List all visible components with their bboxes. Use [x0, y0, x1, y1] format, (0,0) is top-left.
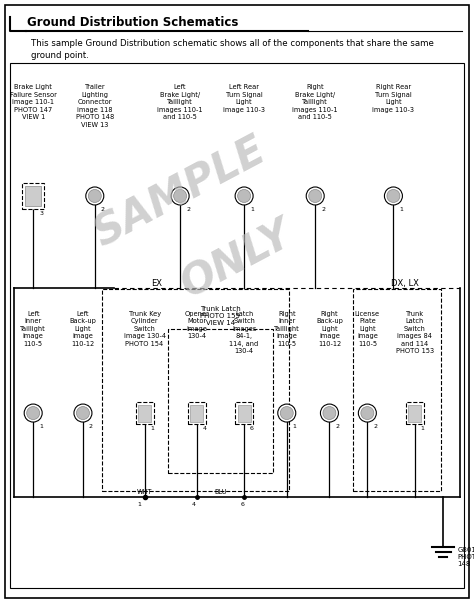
FancyBboxPatch shape: [5, 5, 469, 598]
Text: EX: EX: [151, 279, 162, 288]
Text: 3: 3: [39, 211, 43, 216]
Text: Ground Distribution Schematics: Ground Distribution Schematics: [27, 16, 239, 30]
Text: 1: 1: [421, 426, 425, 431]
Text: This sample Ground Distribution schematic shows all of the components that share: This sample Ground Distribution schemati…: [31, 39, 434, 60]
Text: 1: 1: [400, 207, 403, 212]
Text: 4: 4: [192, 502, 196, 508]
Circle shape: [280, 406, 293, 420]
Circle shape: [323, 406, 336, 420]
Text: 1: 1: [293, 424, 297, 429]
Text: Right
Brake Light/
Taillight
images 110-1
and 110-5: Right Brake Light/ Taillight images 110-…: [292, 84, 338, 121]
Text: 2: 2: [336, 424, 339, 429]
Text: Trunk
Latch
Switch
images 84
and 114
PHOTO 153: Trunk Latch Switch images 84 and 114 PHO…: [396, 311, 434, 354]
Text: Trailer
Lighting
Connector
image 118
PHOTO 148
VIEW 13: Trailer Lighting Connector image 118 PHO…: [76, 84, 114, 128]
Text: G801
PHOTO
148: G801 PHOTO 148: [457, 547, 474, 567]
Text: 1: 1: [250, 207, 254, 212]
Circle shape: [27, 406, 40, 420]
Circle shape: [387, 189, 400, 203]
Text: 2: 2: [89, 424, 93, 429]
Circle shape: [171, 187, 189, 205]
Text: Right Rear
Turn Signal
Light
image 110-3: Right Rear Turn Signal Light image 110-3: [373, 84, 414, 113]
Text: Left
Inner
Taillight
image
110-5: Left Inner Taillight image 110-5: [20, 311, 46, 347]
FancyBboxPatch shape: [406, 402, 424, 424]
FancyBboxPatch shape: [25, 186, 41, 206]
Text: Left
Brake Light/
Taillight
images 110-1
and 110-5: Left Brake Light/ Taillight images 110-1…: [157, 84, 203, 121]
Circle shape: [86, 187, 104, 205]
Text: 4: 4: [203, 426, 207, 431]
FancyBboxPatch shape: [22, 183, 44, 209]
FancyBboxPatch shape: [408, 405, 421, 421]
Circle shape: [384, 187, 402, 205]
Text: WHT: WHT: [137, 490, 152, 496]
Text: 2: 2: [321, 207, 325, 212]
Circle shape: [173, 189, 187, 203]
Circle shape: [88, 189, 101, 203]
Circle shape: [309, 189, 322, 203]
Text: 1: 1: [151, 426, 155, 431]
Text: Right
Inner
Taillight
image
110-5: Right Inner Taillight image 110-5: [274, 311, 300, 347]
Text: ONLY: ONLY: [174, 212, 300, 306]
Text: Latch
Switch
Images
84-1,
114, and
130-4: Latch Switch Images 84-1, 114, and 130-4: [229, 311, 259, 354]
Circle shape: [361, 406, 374, 420]
Text: 6: 6: [240, 502, 244, 508]
Text: Brake Light
Failure Sensor
image 110-1
PHOTO 147
VIEW 1: Brake Light Failure Sensor image 110-1 P…: [10, 84, 56, 121]
Circle shape: [237, 189, 251, 203]
Circle shape: [76, 406, 90, 420]
Circle shape: [358, 404, 376, 422]
Text: Trunk Key
Cylinder
Switch
image 130-4
PHOTO 154: Trunk Key Cylinder Switch image 130-4 PH…: [124, 311, 165, 347]
Text: Opener
Motor
image
130-4: Opener Motor image 130-4: [184, 311, 209, 339]
Circle shape: [320, 404, 338, 422]
FancyBboxPatch shape: [136, 402, 154, 424]
Circle shape: [235, 187, 253, 205]
Circle shape: [74, 404, 92, 422]
Text: Right
Back-up
Light
image
110-12: Right Back-up Light image 110-12: [316, 311, 343, 347]
FancyBboxPatch shape: [138, 405, 151, 421]
Text: 2: 2: [374, 424, 377, 429]
Circle shape: [24, 404, 42, 422]
Circle shape: [306, 187, 324, 205]
Text: 1: 1: [39, 424, 43, 429]
Text: Left Rear
Turn Signal
Light
image 110-3: Left Rear Turn Signal Light image 110-3: [223, 84, 265, 113]
Text: 1: 1: [137, 502, 141, 508]
FancyBboxPatch shape: [190, 405, 203, 421]
Text: BLU: BLU: [214, 490, 227, 496]
FancyBboxPatch shape: [188, 402, 206, 424]
Circle shape: [278, 404, 296, 422]
Text: 2: 2: [101, 207, 105, 212]
Text: Left
Back-up
Light
image
110-12: Left Back-up Light image 110-12: [70, 311, 96, 347]
FancyBboxPatch shape: [237, 405, 251, 421]
Text: License
Plate
Light
image
110-5: License Plate Light image 110-5: [355, 311, 380, 347]
FancyBboxPatch shape: [10, 63, 464, 588]
Text: 2: 2: [186, 207, 190, 212]
Text: DX, LX: DX, LX: [392, 279, 419, 288]
Text: 6: 6: [250, 426, 254, 431]
Text: SAMPLE: SAMPLE: [87, 130, 273, 256]
FancyBboxPatch shape: [235, 402, 253, 424]
Text: Trunk Latch
PHOTO 155
VIEW 14: Trunk Latch PHOTO 155 VIEW 14: [200, 306, 241, 326]
